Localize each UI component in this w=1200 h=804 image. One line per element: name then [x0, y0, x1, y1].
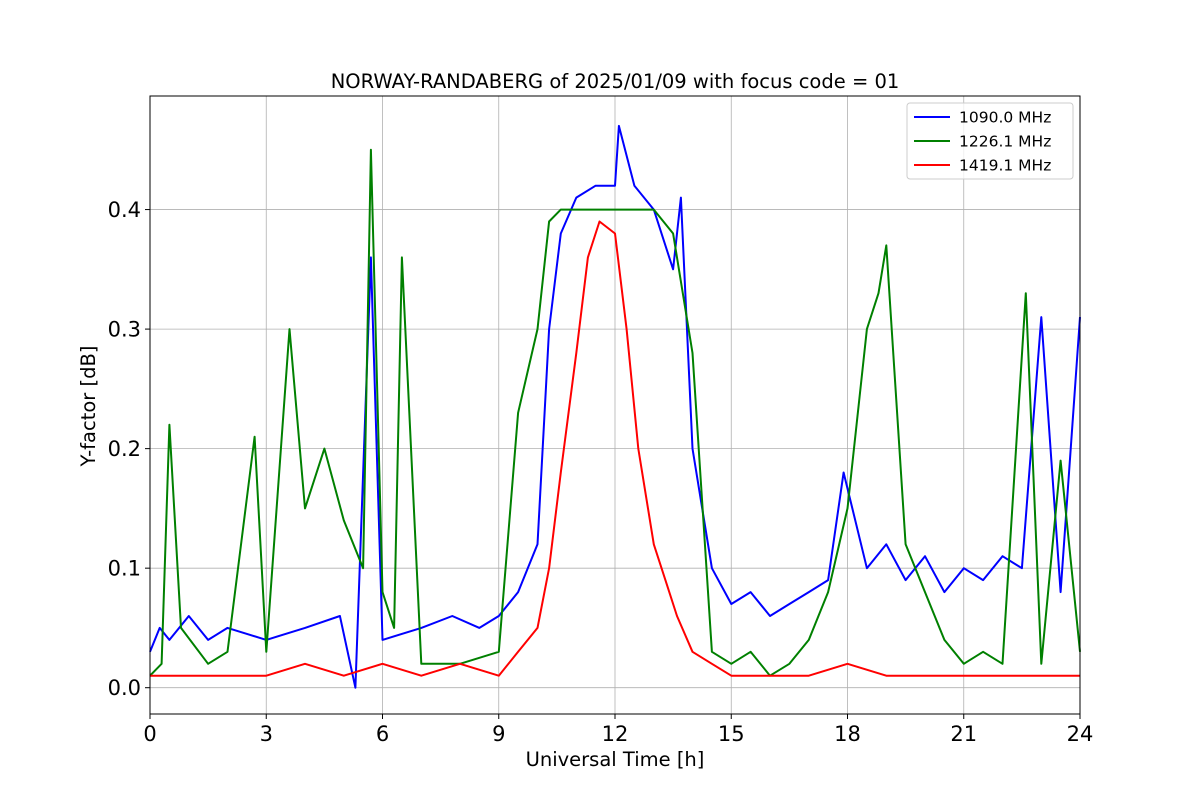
legend-label: 1419.1 MHz — [959, 157, 1051, 175]
y-tick-label: 0.4 — [108, 198, 141, 222]
y-tick-label: 0.2 — [108, 437, 141, 461]
series-line-1 — [149, 124, 1081, 689]
y-tick-label: 0.3 — [108, 318, 141, 342]
x-tick-label: 6 — [376, 722, 389, 746]
x-tick-label: 3 — [260, 722, 273, 746]
x-tick-label: 12 — [602, 722, 629, 746]
x-tick-label: 0 — [143, 722, 156, 746]
x-tick-label: 9 — [492, 722, 505, 746]
legend-box — [906, 102, 1074, 180]
x-tick-label: 24 — [1067, 722, 1094, 746]
y-axis-label: Y-factor [dB] — [77, 346, 100, 468]
y-tick-label: 0.0 — [108, 676, 141, 700]
y-tick-label: 0.1 — [108, 557, 141, 581]
legend-label: 1090.0 MHz — [959, 109, 1051, 127]
x-tick-label: 15 — [718, 722, 745, 746]
x-tick-label: 21 — [950, 722, 977, 746]
ticks: 0 3 6 9 12 15 18 21 24 0.0 0.1 0.2 0.3 0.4 — [108, 198, 1094, 746]
series-layer — [149, 124, 1081, 689]
legend-label: 1226.1 MHz — [959, 133, 1051, 151]
x-tick-label: 18 — [834, 722, 861, 746]
series-line-3 — [150, 220, 1080, 677]
chart-title: NORWAY-RANDABERG of 2025/01/09 with focu… — [331, 70, 900, 93]
legend: 1090.0 MHz 1226.1 MHz 1419.1 MHz — [906, 102, 1074, 180]
x-axis-label: Universal Time [h] — [526, 748, 705, 771]
series-line-2 — [149, 148, 1081, 677]
